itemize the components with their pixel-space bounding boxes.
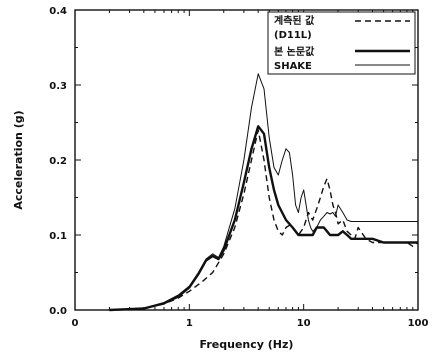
y-tick-label: 0.2 [49,156,67,167]
legend-label-shake: SHAKE [274,61,312,72]
x-tick-label: 100 [408,318,429,329]
series-lines [109,73,419,312]
x-axis-title: Frequency (Hz) [200,338,294,351]
legend-box [267,11,416,75]
x-tick-label: 1 [186,318,193,329]
this-study-series-line [109,125,418,312]
y-tick-label: 0.4 [49,6,67,17]
legend-label-this-study: 본 논문값 [274,46,315,58]
y-tick-label: 0.3 [49,81,67,92]
tick-labels: 0 1 10 100 0.0 0.1 0.2 0.3 0.4 [49,6,428,329]
legend-label-measured-line2: (D11L) [274,30,312,41]
x-tick-label: 10 [297,318,311,329]
y-tick-label: 0.1 [49,231,67,242]
y-axis-title: Acceleration (g) [12,110,25,209]
legend: 계측된 값 (D11L) 본 논문값 SHAKE [267,11,416,75]
legend-label-measured-line1: 계측된 값 [274,14,315,27]
measured-series-line [109,129,419,311]
shake-series-line [109,73,418,311]
y-tick-label: 0.0 [49,306,67,317]
x-tick-label: 0 [72,318,79,329]
